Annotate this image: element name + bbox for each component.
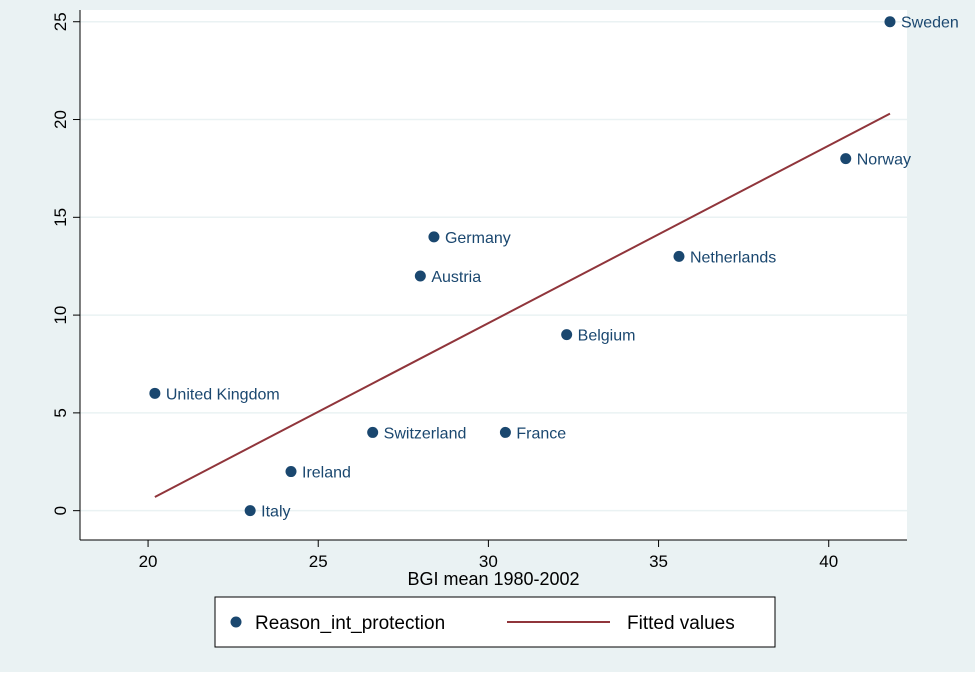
- x-tick-label: 25: [309, 552, 328, 571]
- y-tick-label: 5: [51, 408, 70, 417]
- y-tick-label: 25: [51, 12, 70, 31]
- data-point: [884, 16, 896, 28]
- legend-box: [214, 596, 776, 648]
- data-point: [367, 426, 379, 438]
- data-point-label: Sweden: [901, 15, 959, 32]
- data-point: [285, 466, 297, 478]
- y-tick-label: 15: [51, 208, 70, 227]
- data-point: [414, 270, 426, 282]
- data-point: [673, 250, 685, 262]
- data-point: [561, 329, 573, 341]
- y-tick-label: 0: [51, 506, 70, 515]
- data-point: [840, 153, 852, 165]
- y-tick-label: 10: [51, 306, 70, 325]
- y-tick-label: 20: [51, 110, 70, 129]
- data-point-label: Austria: [431, 269, 481, 286]
- grid-layer: [80, 20, 907, 512]
- data-point: [428, 231, 440, 243]
- x-tick-label: 30: [479, 552, 498, 571]
- data-point-label: France: [516, 425, 566, 442]
- x-tick-label: 35: [649, 552, 668, 571]
- legend-label-line: Fitted values: [627, 613, 735, 634]
- data-point-label: Netherlands: [690, 249, 776, 266]
- data-point: [244, 505, 256, 517]
- data-point-label: Ireland: [302, 465, 351, 482]
- data-point-label: Germany: [445, 230, 511, 247]
- data-point: [499, 426, 511, 438]
- legend: Reason_int_protection Fitted values: [214, 596, 776, 648]
- legend-marker-scatter: [230, 616, 242, 628]
- x-tick-label: 20: [139, 552, 158, 571]
- x-tick-label: 40: [819, 552, 838, 571]
- line-layer: [154, 112, 891, 498]
- legend-label-scatter: Reason_int_protection: [255, 613, 445, 634]
- data-point-label: Italy: [261, 504, 290, 521]
- points-layer: Sweden Norway Netherlands Germany Austria Bel…: [149, 15, 959, 521]
- plot-area: [80, 10, 907, 540]
- data-point-label: Switzerland: [384, 425, 467, 442]
- data-point-label: Norway: [857, 152, 911, 169]
- data-point-label: United Kingdom: [166, 386, 280, 403]
- x-axis-title: BGI mean 1980-2002: [407, 569, 579, 589]
- data-point: [149, 387, 161, 399]
- data-point-label: Belgium: [578, 328, 636, 345]
- fitted-values-line: [154, 112, 891, 498]
- axes-layer: 0 5 10 15 20 25 20 25 30 35 40: [51, 10, 907, 571]
